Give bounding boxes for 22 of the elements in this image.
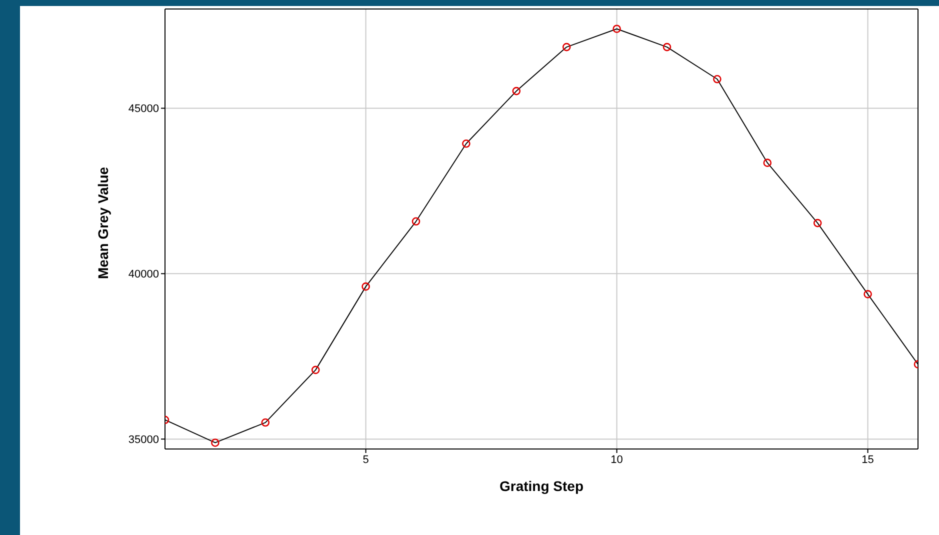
point [211, 438, 220, 447]
point [462, 139, 470, 148]
point [662, 42, 672, 52]
point [562, 42, 571, 52]
y-tick-label: 45000 [128, 103, 159, 116]
point [713, 74, 722, 84]
point [864, 290, 872, 298]
point [362, 282, 370, 291]
point [261, 418, 270, 427]
x-tick-label: 10 [610, 454, 623, 466]
point [311, 366, 320, 374]
x-tick-label: 15 [862, 454, 874, 466]
x-axis-title: Grating Step [499, 478, 584, 494]
x-tick-label: 5 [362, 454, 369, 466]
y-axis-title: Mean Grey Value [94, 166, 111, 279]
point [813, 218, 822, 228]
y-tick-label: 35000 [128, 434, 159, 446]
point [763, 158, 772, 167]
point [412, 217, 420, 226]
point [512, 86, 521, 96]
point [612, 24, 621, 33]
y-tick-label: 40000 [128, 268, 159, 281]
